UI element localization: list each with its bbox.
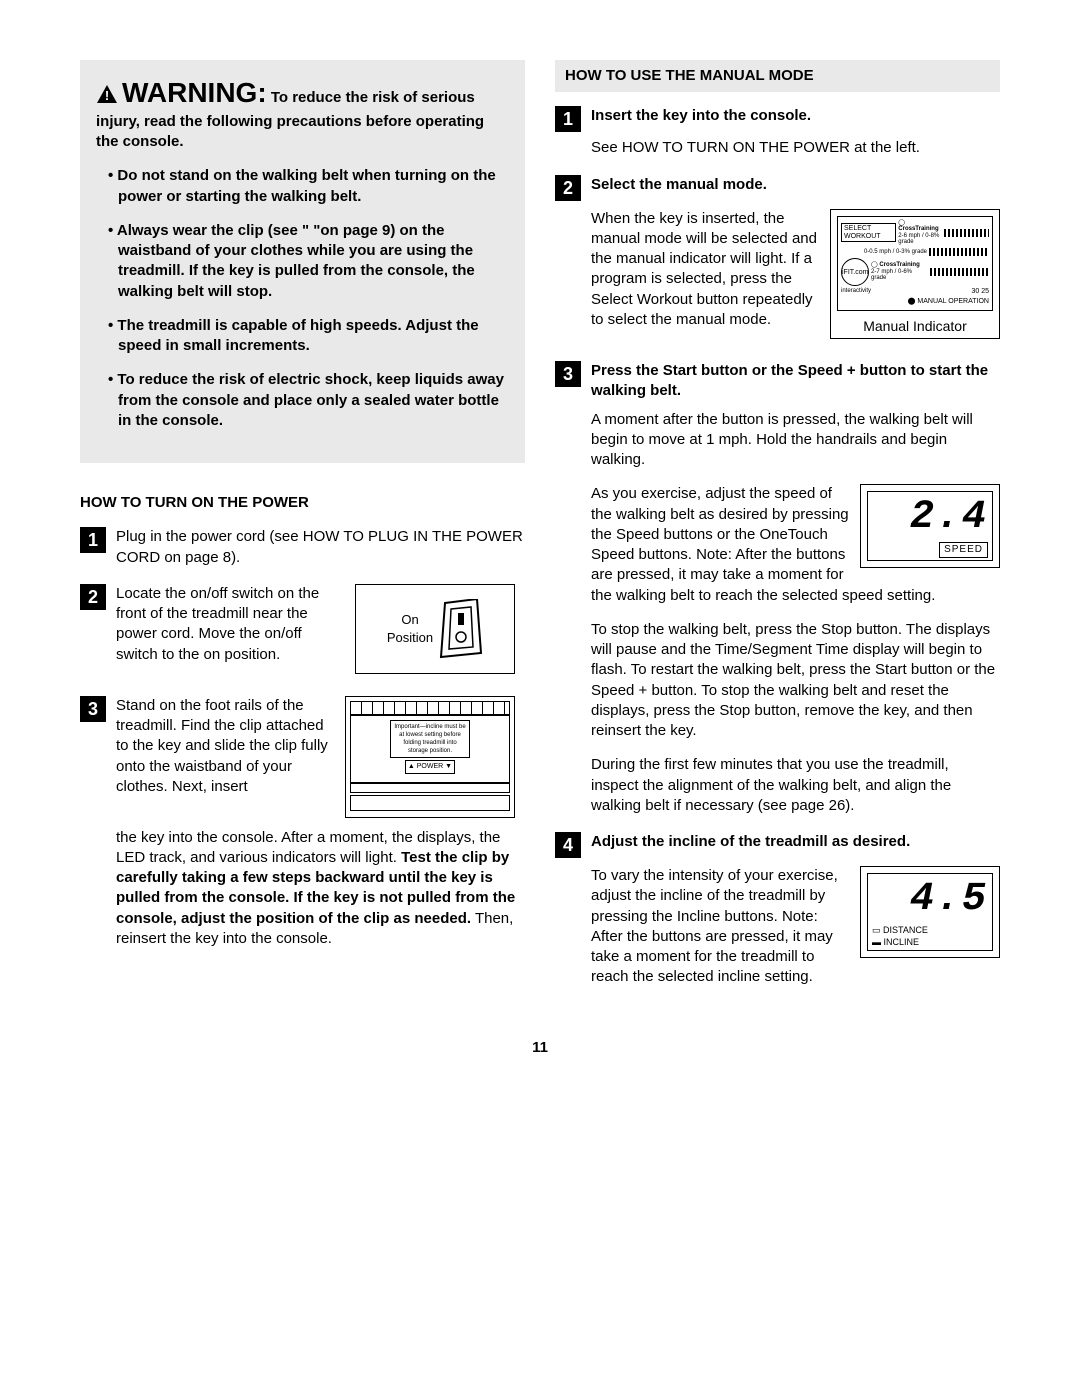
- switch-icon: [439, 599, 483, 659]
- speed-value: 2.4: [872, 498, 988, 538]
- step-body: Insert the key into the console.: [591, 106, 1000, 132]
- select-workout-label: SELECT WORKOUT: [841, 223, 896, 242]
- step-3-p2: 2.4 SPEED As you exercise, adjust the sp…: [555, 484, 1000, 606]
- step-number: 3: [555, 361, 581, 387]
- warning-triangle-icon: !: [96, 84, 118, 110]
- power-step-2: 2 On Position Locate the on/off switch o…: [80, 584, 525, 680]
- step-title: Adjust the incline of the treadmill as d…: [591, 832, 1000, 852]
- step-title: Select the manual mode.: [591, 175, 1000, 195]
- section-heading-manual: HOW TO USE THE MANUAL MODE: [555, 60, 1000, 92]
- step-number: 4: [555, 832, 581, 858]
- ifit-icon: iFIT.com: [841, 258, 869, 286]
- step-number: 3: [80, 696, 106, 722]
- step-text: Locate the on/off switch on the front of…: [116, 585, 319, 663]
- step-number: 2: [80, 584, 106, 610]
- on-position-figure: On Position: [355, 584, 515, 674]
- speed-label: SPEED: [939, 542, 988, 558]
- warning-bullet: Always wear the clip (see " "on page 9) …: [108, 221, 509, 302]
- step-3-p1: A moment after the button is pressed, th…: [555, 410, 1000, 471]
- manual-step-4: 4 Adjust the incline of the treadmill as…: [555, 832, 1000, 858]
- step-body: On Position Locate the on/off switch on …: [116, 584, 515, 680]
- right-column: HOW TO USE THE MANUAL MODE 1 Insert the …: [555, 60, 1000, 998]
- step-body: Important—incline must be at lowest sett…: [116, 696, 515, 824]
- step-1-text: See HOW TO TURN ON THE POWER at the left…: [555, 138, 1000, 158]
- power-step-3: 3 Important—incline must be at lowest se…: [80, 696, 525, 824]
- step-2-content: SELECT WORKOUT ◯ CrossTraining2-6 mph / …: [555, 209, 1000, 346]
- svg-text:!: !: [105, 88, 109, 103]
- manual-step-2: 2 Select the manual mode.: [555, 175, 1000, 201]
- warning-box: ! WARNING: To reduce the risk of serious…: [80, 60, 525, 463]
- warning-title: WARNING:: [122, 77, 267, 108]
- figure-caption: Manual Indicator: [837, 317, 993, 336]
- treadmill-console-figure: Important—incline must be at lowest sett…: [345, 696, 515, 818]
- step-number: 2: [555, 175, 581, 201]
- manual-step-3: 3 Press the Start button or the Speed + …: [555, 361, 1000, 402]
- step-2-text: When the key is inserted, the manual mod…: [591, 210, 817, 328]
- section-heading-power: HOW TO TURN ON THE POWER: [80, 493, 525, 513]
- incline-display-figure: 4.5 ▭ DISTANCE ▬ INCLINE: [860, 866, 1000, 958]
- step-3-p3: To stop the walking belt, press the Stop…: [555, 620, 1000, 742]
- warning-bullet: Do not stand on the walking belt when tu…: [108, 166, 509, 207]
- speed-display-figure: 2.4 SPEED: [860, 484, 1000, 568]
- step-number: 1: [80, 527, 106, 553]
- incline-value: 4.5: [872, 880, 988, 920]
- step-body: Press the Start button or the Speed + bu…: [591, 361, 1000, 402]
- manual-step-1: 1 Insert the key into the console.: [555, 106, 1000, 132]
- page-columns: ! WARNING: To reduce the risk of serious…: [80, 60, 1000, 998]
- step-body: Select the manual mode.: [591, 175, 1000, 201]
- console-tiny-text: Important—incline must be at lowest sett…: [390, 720, 470, 758]
- step-text-a: Stand on the foot rails of the treadmill…: [116, 697, 328, 795]
- warning-bullet: The treadmill is capable of high speeds.…: [108, 316, 509, 357]
- step-title: Insert the key into the console.: [591, 106, 1000, 126]
- step-4-content: 4.5 ▭ DISTANCE ▬ INCLINE To vary the int…: [555, 866, 1000, 988]
- step-number: 1: [555, 106, 581, 132]
- page-number: 11: [80, 1038, 1000, 1058]
- manual-indicator-figure: SELECT WORKOUT ◯ CrossTraining2-6 mph / …: [830, 209, 1000, 340]
- power-step-3-continued: the key into the console. After a moment…: [80, 828, 525, 950]
- warning-bullet: To reduce the risk of electric shock, ke…: [108, 370, 509, 431]
- warning-heading: ! WARNING: To reduce the risk of serious…: [96, 74, 509, 152]
- step-body: Plug in the power cord (see HOW TO PLUG …: [116, 527, 525, 568]
- step-body: Adjust the incline of the treadmill as d…: [591, 832, 1000, 858]
- left-column: ! WARNING: To reduce the risk of serious…: [80, 60, 525, 998]
- power-step-1: 1 Plug in the power cord (see HOW TO PLU…: [80, 527, 525, 568]
- figure-label: On Position: [387, 611, 433, 646]
- warning-bullets: Do not stand on the walking belt when tu…: [96, 166, 509, 431]
- step-3-p4: During the first few minutes that you us…: [555, 755, 1000, 816]
- step-title: Press the Start button or the Speed + bu…: [591, 361, 1000, 402]
